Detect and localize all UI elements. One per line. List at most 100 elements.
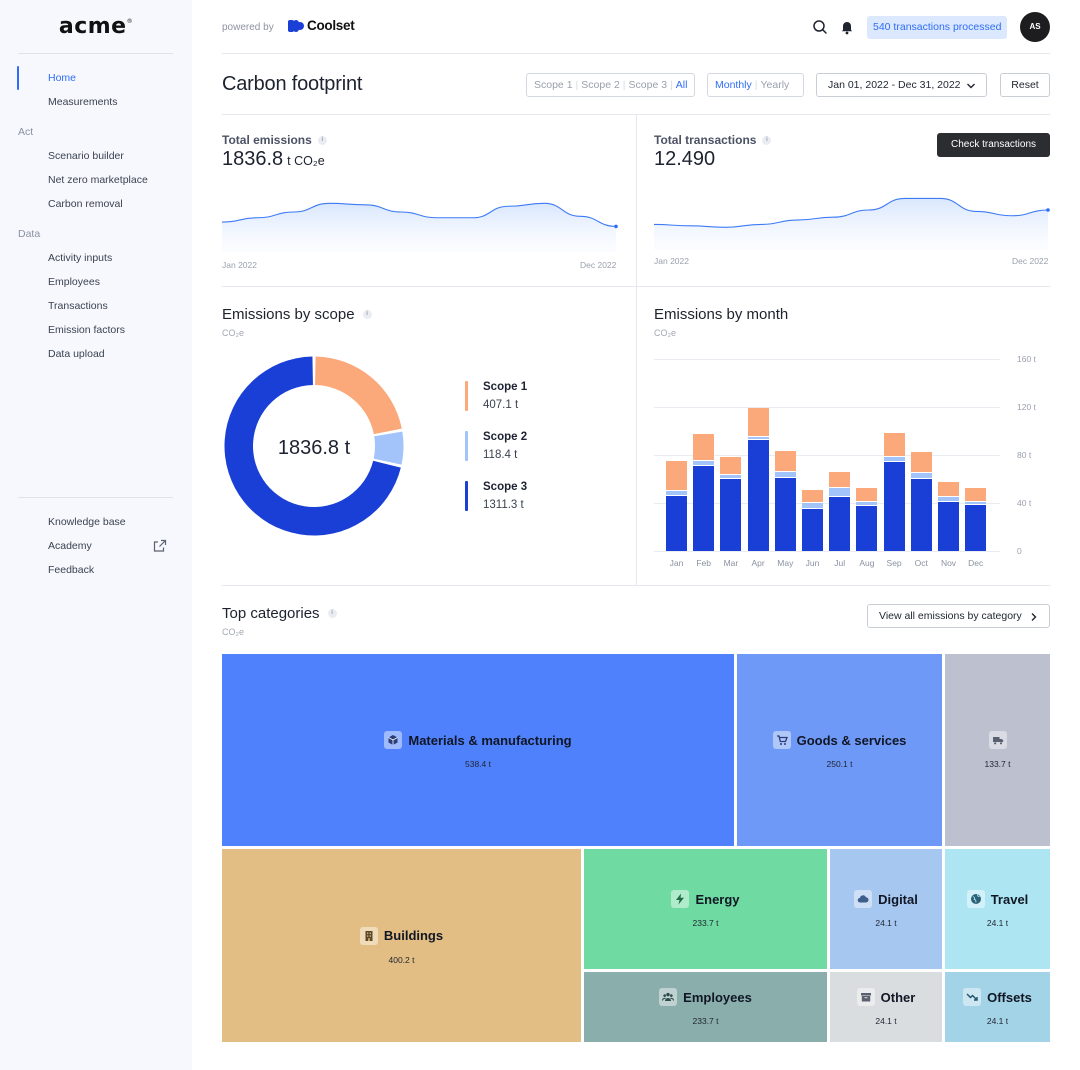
- sidebar-item-knowledge-base[interactable]: Knowledge base: [48, 516, 126, 528]
- category-tile-logistics[interactable]: 133.7 t: [945, 654, 1050, 846]
- bar-may-scope3[interactable]: [774, 477, 796, 551]
- category-tile-buildings[interactable]: Buildings 400.2 t: [222, 849, 581, 1042]
- bar-nov-scope2[interactable]: [938, 496, 959, 501]
- bar-dec-scope3[interactable]: [965, 505, 987, 551]
- avatar[interactable]: AS: [1020, 12, 1050, 42]
- sidebar-item-data-upload[interactable]: Data upload: [48, 348, 105, 360]
- bar-nov-scope3[interactable]: [938, 501, 959, 551]
- category-tile-employees[interactable]: Employees 233.7 t: [584, 972, 827, 1042]
- sidebar-item-transactions[interactable]: Transactions: [48, 300, 108, 312]
- scope-filter-scope2[interactable]: Scope 2: [581, 79, 620, 91]
- bar-aug-scope1[interactable]: [856, 488, 878, 501]
- bar-jul-scope2[interactable]: [829, 488, 851, 496]
- bar-oct-scope1[interactable]: [910, 452, 932, 472]
- category-value: 24.1 t: [875, 918, 897, 928]
- scope1-legend-swatch: [465, 381, 468, 411]
- info-icon[interactable]: i: [317, 135, 327, 145]
- category-tile-offsets[interactable]: Offsets 24.1 t: [945, 972, 1050, 1042]
- scope-donut-chart[interactable]: [224, 356, 404, 536]
- sidebar-item-employees[interactable]: Employees: [48, 276, 100, 288]
- bar-mar-scope2[interactable]: [720, 475, 742, 478]
- category-value: 233.7 t: [692, 1016, 719, 1026]
- y-tick-label: 40 t: [1017, 498, 1032, 508]
- emissions-by-month-title: Emissions by month: [654, 306, 789, 323]
- bar-jan-scope3[interactable]: [666, 495, 687, 551]
- bar-apr-scope2[interactable]: [747, 436, 769, 440]
- period-monthly[interactable]: Monthly: [715, 79, 752, 91]
- category-tile-other[interactable]: Other 24.1 t: [830, 972, 942, 1042]
- info-icon[interactable]: i: [327, 609, 337, 618]
- bar-feb-scope3[interactable]: [693, 465, 715, 551]
- bar-jul-scope1[interactable]: [829, 471, 851, 488]
- sidebar-item-feedback[interactable]: Feedback: [48, 564, 95, 576]
- bar-nov-scope1[interactable]: [938, 482, 959, 496]
- check-transactions-button[interactable]: Check transactions: [937, 133, 1050, 157]
- category-name: Goods & services: [796, 732, 907, 748]
- bar-dec-scope2[interactable]: [965, 501, 987, 505]
- bar-jan-scope1[interactable]: [666, 460, 687, 490]
- transactions-processed-badge[interactable]: 540 transactions processed: [867, 16, 1008, 39]
- bar-sep-scope3[interactable]: [883, 462, 905, 551]
- scope-filter-scope1[interactable]: Scope 1: [534, 79, 573, 91]
- bell-icon[interactable]: [839, 19, 855, 35]
- total-emissions-number: 1836.8: [222, 148, 284, 170]
- sidebar-item-home[interactable]: Home: [48, 72, 77, 84]
- category-tile-content: Other 24.1 t: [830, 988, 942, 1026]
- bar-dec-scope1[interactable]: [965, 488, 987, 501]
- sidebar-item-carbon-removal[interactable]: Carbon removal: [48, 198, 123, 210]
- sidebar-item-measurements[interactable]: Measurements: [48, 96, 118, 108]
- bar-feb-scope1[interactable]: [693, 434, 715, 460]
- category-value: 233.7 t: [692, 918, 719, 928]
- sidebar-item-activity-inputs[interactable]: Activity inputs: [48, 252, 113, 264]
- sidebar-item-scenario-builder[interactable]: Scenario builder: [48, 150, 124, 162]
- info-icon[interactable]: i: [762, 135, 772, 145]
- bar-may-scope2[interactable]: [774, 471, 796, 477]
- scope-filter-scope3[interactable]: Scope 3: [628, 79, 668, 91]
- bar-mar-scope3[interactable]: [720, 478, 742, 551]
- category-tile-digital[interactable]: Digital 24.1 t: [830, 849, 942, 969]
- scope-filter-all[interactable]: All: [675, 79, 688, 91]
- date-range-picker[interactable]: Jan 01, 2022 - Dec 31, 2022: [816, 73, 987, 97]
- bar-jan-scope2[interactable]: [666, 490, 687, 495]
- emissions-start-label: Jan 2022: [222, 260, 257, 270]
- external-link-icon[interactable]: [153, 539, 167, 553]
- archive-icon: [856, 988, 875, 1006]
- toolbar-divider: [222, 114, 1050, 115]
- bar-sep-scope2[interactable]: [883, 457, 905, 461]
- category-tile-travel[interactable]: Travel 24.1 t: [945, 849, 1050, 969]
- search-icon[interactable]: [812, 19, 828, 35]
- bar-jun-scope3[interactable]: [802, 508, 823, 551]
- info-icon[interactable]: i: [362, 310, 372, 319]
- month-label: Jan: [669, 558, 684, 568]
- bar-apr-scope1[interactable]: [747, 408, 769, 436]
- category-tile-goods-services[interactable]: Goods & services 250.1 t: [737, 654, 942, 846]
- bar-aug-scope3[interactable]: [856, 506, 878, 551]
- period-yearly[interactable]: Yearly: [760, 79, 790, 91]
- bar-aug-scope2[interactable]: [856, 501, 878, 506]
- month-label: Jun: [805, 558, 820, 568]
- sidebar-item-academy[interactable]: Academy: [48, 540, 92, 552]
- sidebar-item-net-zero-marketplace[interactable]: Net zero marketplace: [48, 174, 148, 186]
- category-tile-energy[interactable]: Energy 233.7 t: [584, 849, 827, 969]
- bar-apr-scope3[interactable]: [747, 440, 769, 551]
- bar-oct-scope2[interactable]: [910, 472, 932, 478]
- view-all-categories-button[interactable]: View all emissions by category: [867, 604, 1050, 628]
- acme-logo[interactable]: acme®: [58, 14, 134, 39]
- bar-sep-scope1[interactable]: [883, 433, 905, 457]
- category-tile-materials-manufacturing[interactable]: Materials & manufacturing 538.4 t: [222, 654, 734, 846]
- bar-jun-scope2[interactable]: [802, 502, 823, 508]
- bar-mar-scope1[interactable]: [720, 457, 742, 475]
- reset-button[interactable]: Reset: [1000, 73, 1050, 97]
- bar-feb-scope2[interactable]: [693, 460, 715, 465]
- sidebar: acme® Home Measurements Act Scenario bui…: [0, 0, 192, 1070]
- sparkline-area: [222, 203, 616, 252]
- month-label: Jul: [834, 558, 846, 568]
- bar-oct-scope3[interactable]: [910, 478, 932, 551]
- bar-jul-scope3[interactable]: [829, 496, 851, 551]
- month-label: Mar: [723, 558, 739, 568]
- bar-may-scope1[interactable]: [774, 451, 796, 471]
- category-tile-content: Energy 233.7 t: [584, 890, 827, 928]
- category-tile-header: Buildings: [359, 926, 443, 945]
- bar-jun-scope1[interactable]: [802, 489, 823, 502]
- sidebar-item-emission-factors[interactable]: Emission factors: [48, 324, 126, 336]
